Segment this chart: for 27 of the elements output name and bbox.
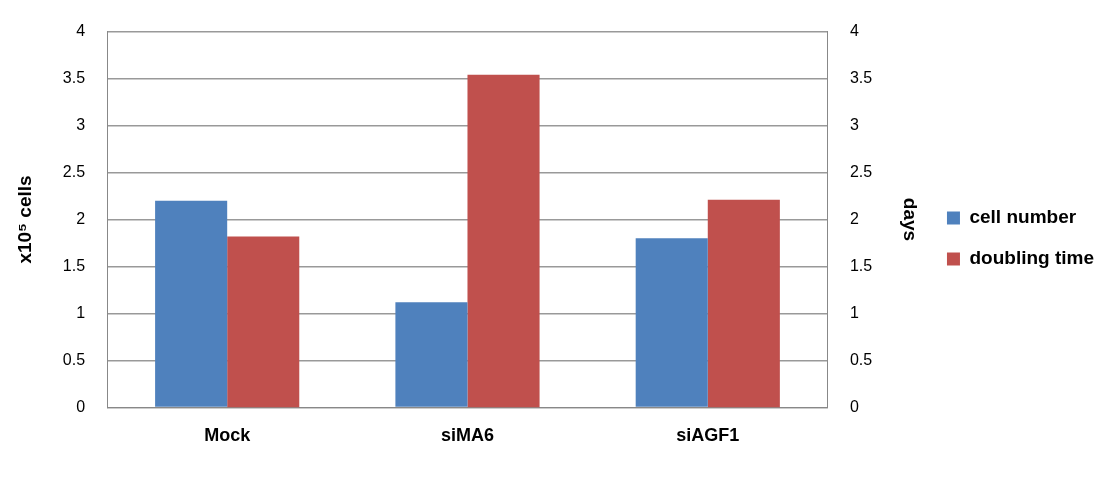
x-tick-label: siAGF1: [676, 425, 740, 446]
y2-tick-label: 2.5: [849, 162, 873, 180]
y2-tick-label: 1: [849, 303, 859, 321]
y-axis-title: x10⁵ cells: [13, 175, 35, 264]
x-tick-label: siMA6: [440, 425, 494, 446]
y-tick-label: 1.5: [62, 256, 86, 274]
y2-tick-label: 2: [849, 209, 859, 227]
legend-label: cell number: [969, 206, 1077, 228]
y-tick-label: 0: [76, 397, 86, 415]
y2-tick-label: 1.5: [849, 256, 873, 274]
y2-tick-label: 3: [849, 115, 859, 133]
y-tick-label: 1: [76, 303, 86, 321]
y2-tick-label: 4: [849, 22, 859, 40]
y2-tick-label: 3.5: [849, 68, 873, 86]
y2-tick-label: 0: [849, 397, 859, 415]
bar: [467, 74, 540, 408]
y-tick-label: 3.5: [62, 68, 86, 86]
x-tick-label: Mock: [204, 425, 252, 446]
y-tick-label: 4: [76, 22, 86, 40]
bar: [395, 302, 468, 407]
legend-label: doubling time: [969, 247, 1095, 269]
y2-axis-title: days: [900, 197, 922, 242]
y-tick-label: 3: [76, 115, 86, 133]
y-tick-label: 2.5: [62, 162, 86, 180]
y2-tick-label: 0.5: [849, 350, 873, 368]
y-tick-label: 2: [76, 209, 86, 227]
y-tick-label: 0.5: [62, 350, 86, 368]
